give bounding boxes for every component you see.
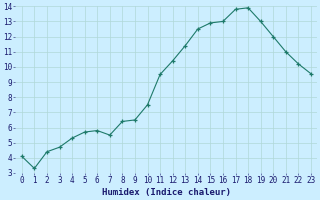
X-axis label: Humidex (Indice chaleur): Humidex (Indice chaleur)	[102, 188, 231, 197]
